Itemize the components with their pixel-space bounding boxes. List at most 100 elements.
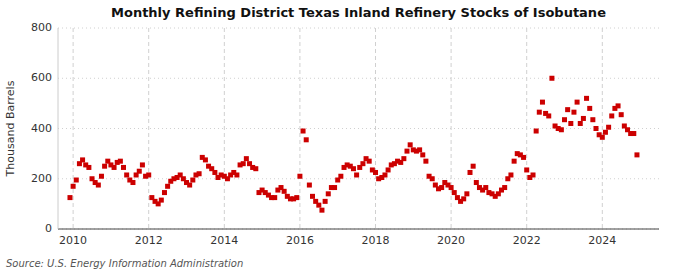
point bbox=[351, 166, 356, 171]
point bbox=[319, 208, 324, 213]
point bbox=[464, 191, 469, 196]
x-tick-label: 2022 bbox=[513, 234, 541, 247]
x-grid-line bbox=[224, 28, 225, 229]
x-tick-label: 2020 bbox=[437, 234, 465, 247]
point bbox=[423, 159, 428, 164]
x-tick-label: 2016 bbox=[286, 234, 314, 247]
point bbox=[568, 121, 573, 126]
point bbox=[121, 165, 126, 170]
point bbox=[244, 156, 249, 161]
y-grid-line bbox=[58, 128, 659, 129]
point bbox=[187, 183, 192, 188]
point bbox=[140, 162, 145, 167]
x-tick-label: 2018 bbox=[362, 234, 390, 247]
point bbox=[310, 194, 315, 199]
y-tick-label: 200 bbox=[31, 172, 52, 185]
point bbox=[162, 190, 167, 195]
point bbox=[537, 110, 542, 115]
point bbox=[316, 203, 321, 208]
point bbox=[603, 130, 608, 135]
title: Monthly Refining District Texas Inland R… bbox=[111, 5, 606, 20]
point bbox=[67, 195, 72, 200]
point bbox=[241, 161, 246, 166]
point bbox=[439, 185, 444, 190]
y-tick-label: 600 bbox=[31, 71, 52, 84]
point bbox=[102, 164, 107, 169]
point bbox=[559, 127, 564, 132]
x-tick-label: 2014 bbox=[210, 234, 238, 247]
point bbox=[571, 110, 576, 115]
point bbox=[159, 198, 164, 203]
x-tick-label: 2010 bbox=[59, 234, 87, 247]
x-grid-line bbox=[602, 28, 603, 229]
point bbox=[502, 185, 507, 190]
point bbox=[130, 180, 135, 185]
grid bbox=[58, 28, 659, 229]
point bbox=[565, 107, 570, 112]
point bbox=[593, 126, 598, 131]
point bbox=[118, 159, 123, 164]
point bbox=[386, 167, 391, 172]
point bbox=[512, 159, 517, 164]
y-tick-label: 400 bbox=[31, 122, 52, 135]
point bbox=[430, 176, 435, 181]
x-tick-label: 2012 bbox=[135, 234, 163, 247]
point bbox=[534, 129, 539, 134]
point bbox=[404, 149, 409, 154]
point bbox=[401, 156, 406, 161]
y-tick-label: 0 bbox=[45, 222, 52, 235]
plot-area bbox=[58, 28, 659, 229]
point bbox=[354, 172, 359, 177]
source-note: Source: U.S. Energy Information Administ… bbox=[6, 258, 243, 269]
point bbox=[449, 185, 454, 190]
point bbox=[197, 171, 202, 176]
point bbox=[531, 172, 536, 177]
point bbox=[382, 172, 387, 177]
point bbox=[584, 96, 589, 101]
point bbox=[294, 195, 299, 200]
chart: 0200400600800201020122014201620182020202… bbox=[0, 0, 675, 275]
point bbox=[631, 131, 636, 136]
point bbox=[578, 121, 583, 126]
point bbox=[474, 180, 479, 185]
point bbox=[575, 100, 580, 105]
point bbox=[417, 147, 422, 152]
y-grid-line bbox=[58, 78, 659, 79]
point bbox=[524, 167, 529, 172]
x-grid-line bbox=[148, 28, 149, 229]
x-grid-line bbox=[375, 28, 376, 229]
point bbox=[420, 152, 425, 157]
point bbox=[74, 178, 79, 183]
point bbox=[301, 129, 306, 134]
point bbox=[297, 174, 302, 179]
points bbox=[67, 76, 639, 213]
point bbox=[86, 165, 91, 170]
point bbox=[338, 174, 343, 179]
point bbox=[562, 117, 567, 122]
point bbox=[471, 164, 476, 169]
point bbox=[508, 172, 513, 177]
point bbox=[304, 137, 309, 142]
point bbox=[124, 172, 129, 177]
x-grid-line bbox=[451, 28, 452, 229]
point bbox=[332, 185, 337, 190]
point bbox=[190, 178, 195, 183]
point bbox=[367, 159, 372, 164]
point bbox=[521, 155, 526, 160]
point bbox=[212, 170, 217, 175]
point bbox=[546, 113, 551, 118]
page: {"chart_data": { "type": "scatter", "tit… bbox=[0, 0, 675, 275]
y-grid-line bbox=[58, 229, 659, 230]
y-axis-line bbox=[58, 28, 59, 229]
point bbox=[587, 106, 592, 111]
x-grid-line bbox=[526, 28, 527, 229]
point bbox=[112, 165, 117, 170]
point bbox=[360, 161, 365, 166]
point bbox=[203, 157, 208, 162]
point bbox=[549, 76, 554, 81]
x-axis-line bbox=[58, 229, 659, 230]
point bbox=[619, 112, 624, 117]
point bbox=[137, 169, 142, 174]
y-axis-label: Thousand Barrels bbox=[4, 80, 17, 177]
point bbox=[99, 174, 104, 179]
